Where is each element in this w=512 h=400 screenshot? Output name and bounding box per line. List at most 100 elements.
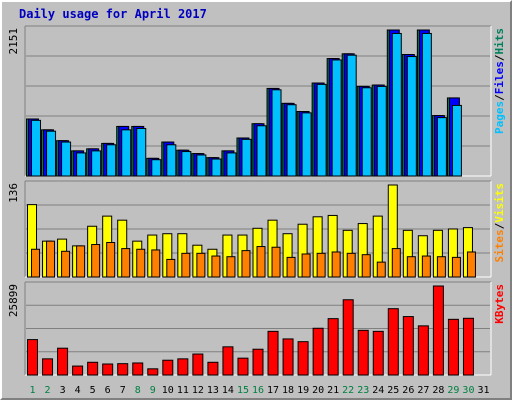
bar-sites-day-28 [436,256,446,278]
bar-sites-day-13 [211,255,221,278]
legend-hits: Hits [493,28,506,55]
legend-kbytes: KBytes [493,284,506,324]
bar-kbytes-day-11 [177,358,189,376]
x-tick-label: 14 [222,385,234,396]
bar-sites-day-20 [316,252,326,278]
bar-pages-day-25 [391,32,402,177]
bar-kbytes-day-4 [72,365,84,376]
bar-sites-day-5 [91,244,101,278]
bar-pages-day-20 [316,83,327,177]
bar-kbytes-day-24 [372,330,384,376]
bar-sites-day-3 [61,250,71,278]
x-tick-label: 2 [45,385,51,396]
bar-sites-day-19 [301,253,311,278]
bar-kbytes-day-22 [342,299,354,376]
bar-kbytes-day-27 [417,325,429,376]
bars-hits-files-pages [26,29,462,177]
x-tick-label: 10 [162,385,174,396]
series-legend: KBytes [493,284,506,324]
bar-sites-day-7 [121,248,131,278]
bar-sites-day-11 [181,252,191,278]
bar-sites-day-29 [451,256,461,278]
bar-pages-day-3 [61,141,72,177]
bar-sites-day-23 [361,254,371,278]
bar-pages-day-5 [91,150,102,177]
bar-pages-day-26 [406,56,417,177]
x-tick-label: 5 [90,385,96,396]
bar-sites-day-12 [196,252,206,278]
x-tick-label: 24 [372,385,384,396]
bar-pages-day-27 [421,32,432,177]
x-tick-label: 1 [30,385,36,396]
bar-pages-day-24 [376,85,387,177]
bar-kbytes-day-15 [237,357,249,376]
x-tick-label: 4 [75,385,81,396]
bar-pages-day-18 [286,104,297,177]
bar-pages-day-4 [76,152,87,177]
bar-kbytes-day-9 [147,368,159,376]
y-max-label: 136 [7,183,20,203]
bar-pages-day-10 [166,144,177,177]
bar-kbytes-day-16 [252,348,264,376]
bar-sites-day-30 [466,251,476,278]
x-tick-label: 20 [312,385,324,396]
x-tick-label: 3 [60,385,66,396]
bar-sites-day-22 [346,252,356,278]
x-tick-label: 7 [120,385,126,396]
x-tick-label: 15 [237,385,249,396]
bar-pages-day-11 [181,151,192,177]
y-max-label: 25899 [7,284,20,317]
bar-sites-day-8 [136,248,146,278]
legend-separator: / [493,54,506,61]
bar-kbytes-day-26 [402,316,414,376]
bar-sites-day-6 [106,242,116,278]
legend-separator: / [493,94,506,101]
bar-pages-day-22 [346,54,357,177]
bar-kbytes-day-19 [297,341,309,376]
x-tick-label: 19 [297,385,309,396]
bar-pages-day-13 [211,158,222,177]
bar-sites-day-16 [256,246,266,278]
bar-sites-day-14 [226,256,236,278]
bar-kbytes-day-10 [162,359,174,376]
x-axis: 1 2 3 4 5 6 7 8 9 10 11 12 13 14 15 16 17 18 19 20 21 22 23 24 2… [30,385,490,396]
bar-sites-day-18 [286,256,296,278]
bar-kbytes-day-2 [42,358,54,376]
x-tick-label: 21 [327,385,339,396]
bar-kbytes-day-18 [282,338,294,376]
x-tick-label: 6 [105,385,111,396]
x-tick-label: 11 [177,385,189,396]
bar-pages-day-12 [196,154,207,177]
bar-kbytes-day-12 [192,353,204,376]
x-tick-label: 8 [135,385,141,396]
bar-sites-day-10 [166,258,176,278]
bar-kbytes-day-28 [432,285,444,376]
x-tick-label: 16 [252,385,264,396]
bar-kbytes-day-30 [462,317,474,376]
bar-sites-day-25 [391,248,401,278]
bar-sites-day-15 [241,250,251,278]
bar-kbytes-day-5 [87,361,99,376]
bar-kbytes-day-17 [267,330,279,376]
x-tick-label: 23 [357,385,369,396]
bar-sites-day-26 [406,256,416,278]
bar-pages-day-19 [301,112,312,177]
bar-sites-day-21 [331,251,341,278]
bar-kbytes-day-13 [207,361,219,376]
bar-pages-day-28 [436,117,447,177]
bar-kbytes-day-3 [57,347,69,376]
x-tick-label: 27 [417,385,429,396]
bar-kbytes-day-8 [132,362,144,376]
bar-pages-day-15 [241,138,252,177]
x-tick-label: 12 [192,385,204,396]
x-tick-label: 30 [462,385,474,396]
panel-visits-sites: 136 Sites/Visits [7,180,506,278]
legend-files: Files [493,61,506,94]
x-tick-label: 28 [432,385,444,396]
legend-pages: Pages [493,101,506,134]
bar-kbytes-day-23 [357,329,369,376]
legend-visits: Visits [493,183,506,223]
